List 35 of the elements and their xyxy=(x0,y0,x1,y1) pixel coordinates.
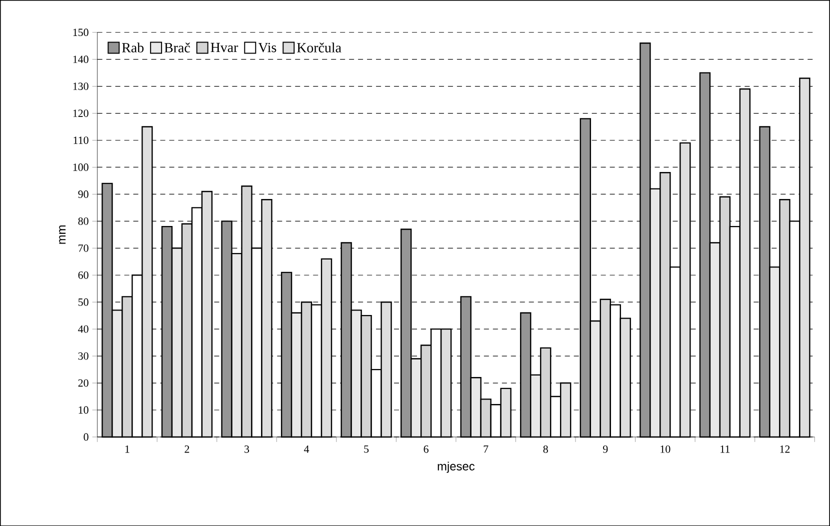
y-axis-title: mm xyxy=(59,225,66,244)
x-tick-label: 12 xyxy=(780,445,790,453)
y-tick-label: 70 xyxy=(78,244,88,252)
x-tick-label: 6 xyxy=(424,445,428,453)
x-tick-label: 1 xyxy=(125,445,130,453)
x-tick-label: 2 xyxy=(184,445,190,453)
legend-label: Hvar xyxy=(210,42,238,52)
x-tick-label: 5 xyxy=(364,445,369,453)
y-tick-label: 20 xyxy=(78,379,88,387)
y-tick-label: 110 xyxy=(74,136,88,144)
x-axis-title: mjesec xyxy=(438,462,475,473)
y-tick-label: 60 xyxy=(78,271,88,279)
y-tick-label: 80 xyxy=(78,217,88,225)
y-tick-label: 130 xyxy=(73,82,88,90)
y-tick-label: 150 xyxy=(73,28,88,36)
y-tick-label: 10 xyxy=(78,406,88,414)
x-tick-label: 3 xyxy=(244,445,250,453)
legend-label: Korčula xyxy=(297,42,342,52)
y-tick-label: 100 xyxy=(73,163,88,171)
y-tick-label: 90 xyxy=(78,190,88,198)
x-tick-label: 11 xyxy=(720,445,730,453)
y-tick-label: 140 xyxy=(73,56,88,63)
x-tick-label: 8 xyxy=(543,445,548,453)
legend-label: Brač xyxy=(164,42,190,52)
legend-label: Vis xyxy=(258,42,276,52)
y-tick-label: 30 xyxy=(78,352,88,360)
x-tick-label: 9 xyxy=(603,445,608,453)
x-tick-label: 10 xyxy=(660,445,670,453)
y-tick-label: 50 xyxy=(78,298,88,306)
y-tick-label: 120 xyxy=(73,109,88,117)
y-tick-label: 0 xyxy=(84,433,88,441)
y-tick-label: 40 xyxy=(78,325,88,333)
x-tick-label: 7 xyxy=(484,445,488,453)
legend-label: Rab xyxy=(122,42,144,52)
x-tick-label: 4 xyxy=(304,445,310,453)
